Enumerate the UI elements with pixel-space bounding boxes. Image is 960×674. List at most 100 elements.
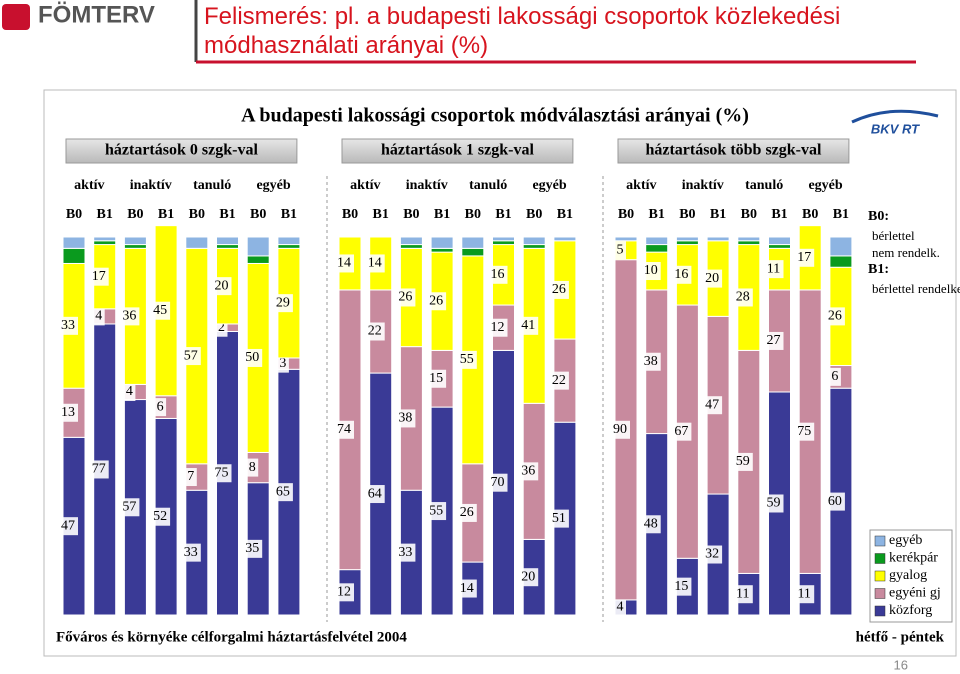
- group-header-box: [65, 138, 298, 164]
- data-label: 16: [674, 267, 688, 282]
- data-label: 55: [460, 352, 474, 367]
- data-label: 90: [613, 422, 627, 437]
- data-label: 33: [184, 545, 198, 560]
- data-label: 36: [122, 309, 136, 324]
- data-label: 33: [398, 545, 412, 560]
- data-label: 75: [797, 424, 811, 439]
- label-bg: [119, 307, 140, 326]
- bar-segment: [768, 244, 791, 249]
- label-bg: [242, 348, 263, 367]
- label-bg: [456, 503, 477, 522]
- data-label: 29: [276, 295, 290, 310]
- label-bg: [426, 369, 447, 388]
- category-label: B0: [679, 207, 695, 222]
- bkv-logo: BKV RT: [871, 121, 920, 136]
- data-label: 17: [92, 269, 106, 284]
- note-text: bérlettel nem rendelk.: [872, 228, 940, 260]
- label-bg: [150, 301, 171, 320]
- label-bg: [794, 422, 815, 441]
- label-bg: [58, 403, 78, 422]
- label-bg: [272, 294, 293, 313]
- data-label: 20: [215, 278, 229, 293]
- category-label: B0: [342, 207, 358, 222]
- subgroup-label: aktív: [350, 178, 380, 193]
- category-label: B0: [465, 207, 481, 222]
- label-bg: [548, 509, 569, 528]
- data-label: 3: [279, 356, 286, 371]
- bkv-swoosh: [851, 109, 939, 124]
- data-label: 28: [736, 290, 750, 305]
- category-label: B1: [158, 207, 174, 222]
- bar-segment: [399, 244, 423, 249]
- category-label: B1: [649, 207, 665, 222]
- category-label: B0: [66, 207, 82, 222]
- legend-swatch: [874, 570, 886, 582]
- logo-mark: [2, 4, 30, 30]
- category-label: B0: [618, 207, 634, 222]
- data-label: 6: [157, 399, 164, 414]
- bar-segment: [645, 244, 669, 253]
- data-label: 13: [61, 405, 75, 420]
- data-label: 35: [245, 541, 259, 556]
- title-box: Felismerés: pl. a budapesti lakossági cs…: [204, 3, 840, 59]
- bar-segment: [123, 244, 147, 249]
- label-bg: [364, 254, 385, 273]
- group-header: háztartások 1 szgk-val: [381, 142, 534, 159]
- data-label: 20: [705, 271, 719, 286]
- data-label: 38: [398, 411, 412, 426]
- label-bg: [671, 265, 692, 284]
- subgroup-label: tanuló: [469, 178, 507, 193]
- category-label: B0: [741, 207, 757, 222]
- label-bg: [364, 485, 385, 504]
- label-bg: [334, 254, 354, 273]
- label-bg: [487, 318, 508, 337]
- label-bg: [180, 543, 201, 562]
- legend-swatch: [874, 588, 886, 599]
- label-bg: [518, 568, 539, 587]
- subgroup-label: egyéb: [808, 178, 842, 193]
- bar-segment: [62, 236, 86, 249]
- data-label: 4: [95, 309, 102, 324]
- label-bg: [150, 507, 171, 526]
- category-label: B0: [802, 207, 818, 222]
- data-label: 57: [184, 348, 198, 363]
- label-bg: [732, 452, 753, 471]
- bar-segment: [216, 236, 239, 246]
- legend-label: kerékpár: [889, 551, 938, 566]
- label-bg: [487, 473, 508, 492]
- subgroup-label: inaktív: [130, 178, 172, 193]
- data-label: 14: [460, 581, 474, 596]
- legend-label: egyéb: [889, 533, 922, 548]
- label-bg: [640, 352, 661, 371]
- category-label: B1: [373, 207, 389, 222]
- bar-segment: [461, 236, 485, 249]
- data-label: 45: [153, 303, 167, 318]
- label-bg: [272, 483, 293, 502]
- bar-segment: [829, 236, 853, 257]
- label-bg: [732, 585, 753, 604]
- data-label: 57: [122, 499, 136, 514]
- data-label: 12: [491, 320, 505, 335]
- category-label: B1: [281, 207, 297, 222]
- data-label: 48: [644, 516, 658, 531]
- data-label: 22: [368, 324, 382, 339]
- category-label: B0: [403, 207, 419, 222]
- data-label: 47: [705, 397, 719, 412]
- data-label: 26: [429, 293, 443, 308]
- data-label: 20: [521, 569, 535, 584]
- label-bg: [211, 277, 232, 296]
- label-bg: [58, 316, 78, 335]
- label-bg: [276, 354, 289, 373]
- label-bg: [395, 409, 416, 428]
- data-label: 26: [398, 290, 412, 305]
- label-bg: [123, 382, 136, 401]
- data-label: 47: [61, 518, 75, 533]
- data-label: 16: [491, 267, 505, 282]
- bar-segment: [185, 236, 209, 249]
- data-label: 26: [460, 505, 474, 520]
- label-bg: [518, 316, 539, 335]
- bar-segment: [829, 255, 853, 268]
- category-label: B0: [127, 207, 143, 222]
- category-label: B1: [495, 207, 511, 222]
